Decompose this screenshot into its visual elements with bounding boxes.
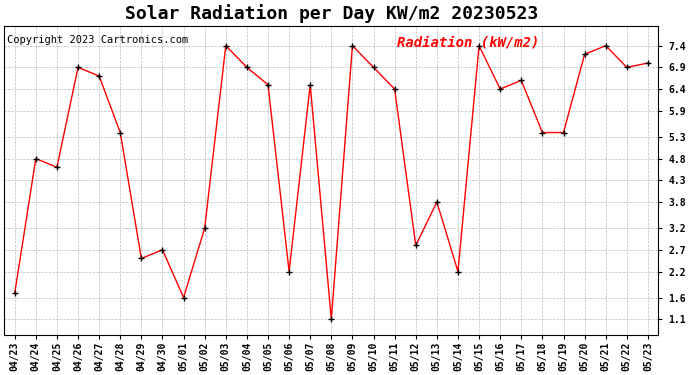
- Title: Solar Radiation per Day KW/m2 20230523: Solar Radiation per Day KW/m2 20230523: [125, 4, 538, 23]
- Text: Radiation (kW/m2): Radiation (kW/m2): [397, 35, 539, 50]
- Text: Copyright 2023 Cartronics.com: Copyright 2023 Cartronics.com: [8, 35, 188, 45]
